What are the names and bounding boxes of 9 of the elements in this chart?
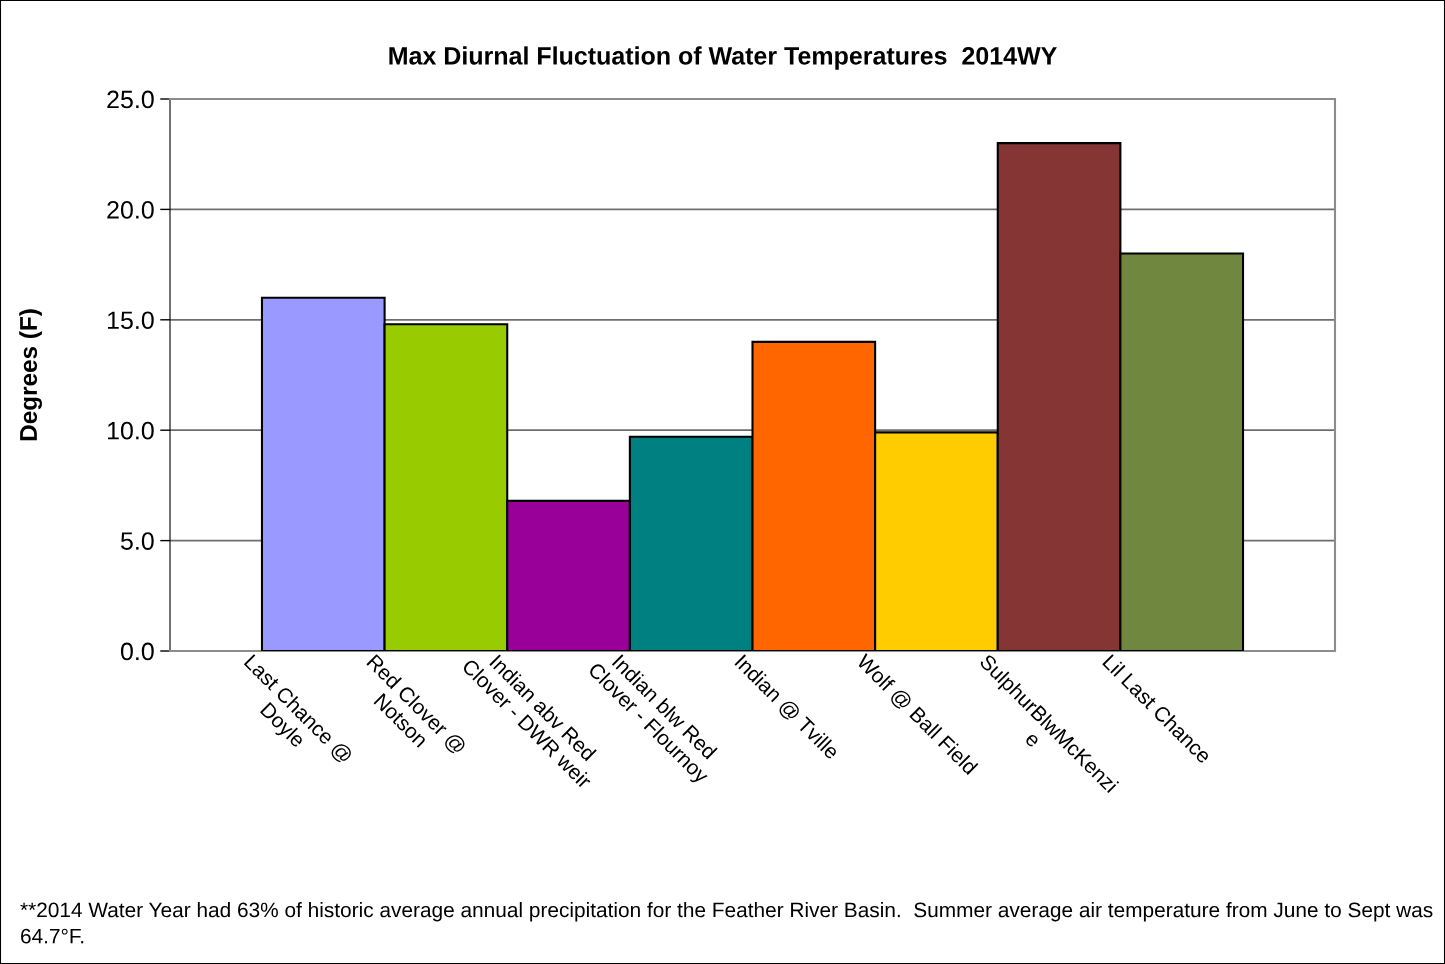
y-tick-label: 25.0 xyxy=(107,90,154,109)
y-axis-title: Degrees (F) xyxy=(19,309,42,441)
y-tick-label: 0.0 xyxy=(120,642,154,661)
text: **2014 Water Year had 63% of historic average annual precipitation for the Feather River Basin. Summer average air temperature from June to Sept was 64.7°F. xyxy=(20,902,1433,944)
y-tick-label: 5.0 xyxy=(120,532,154,550)
y-tick-label: 15.0 xyxy=(107,311,154,330)
y-tick-label: 20.0 xyxy=(107,201,154,219)
chart-title: Max Diurnal Fluctuation of Water Temperatures 2014WY xyxy=(389,46,1057,70)
y-tick-label: 10.0 xyxy=(107,421,154,440)
